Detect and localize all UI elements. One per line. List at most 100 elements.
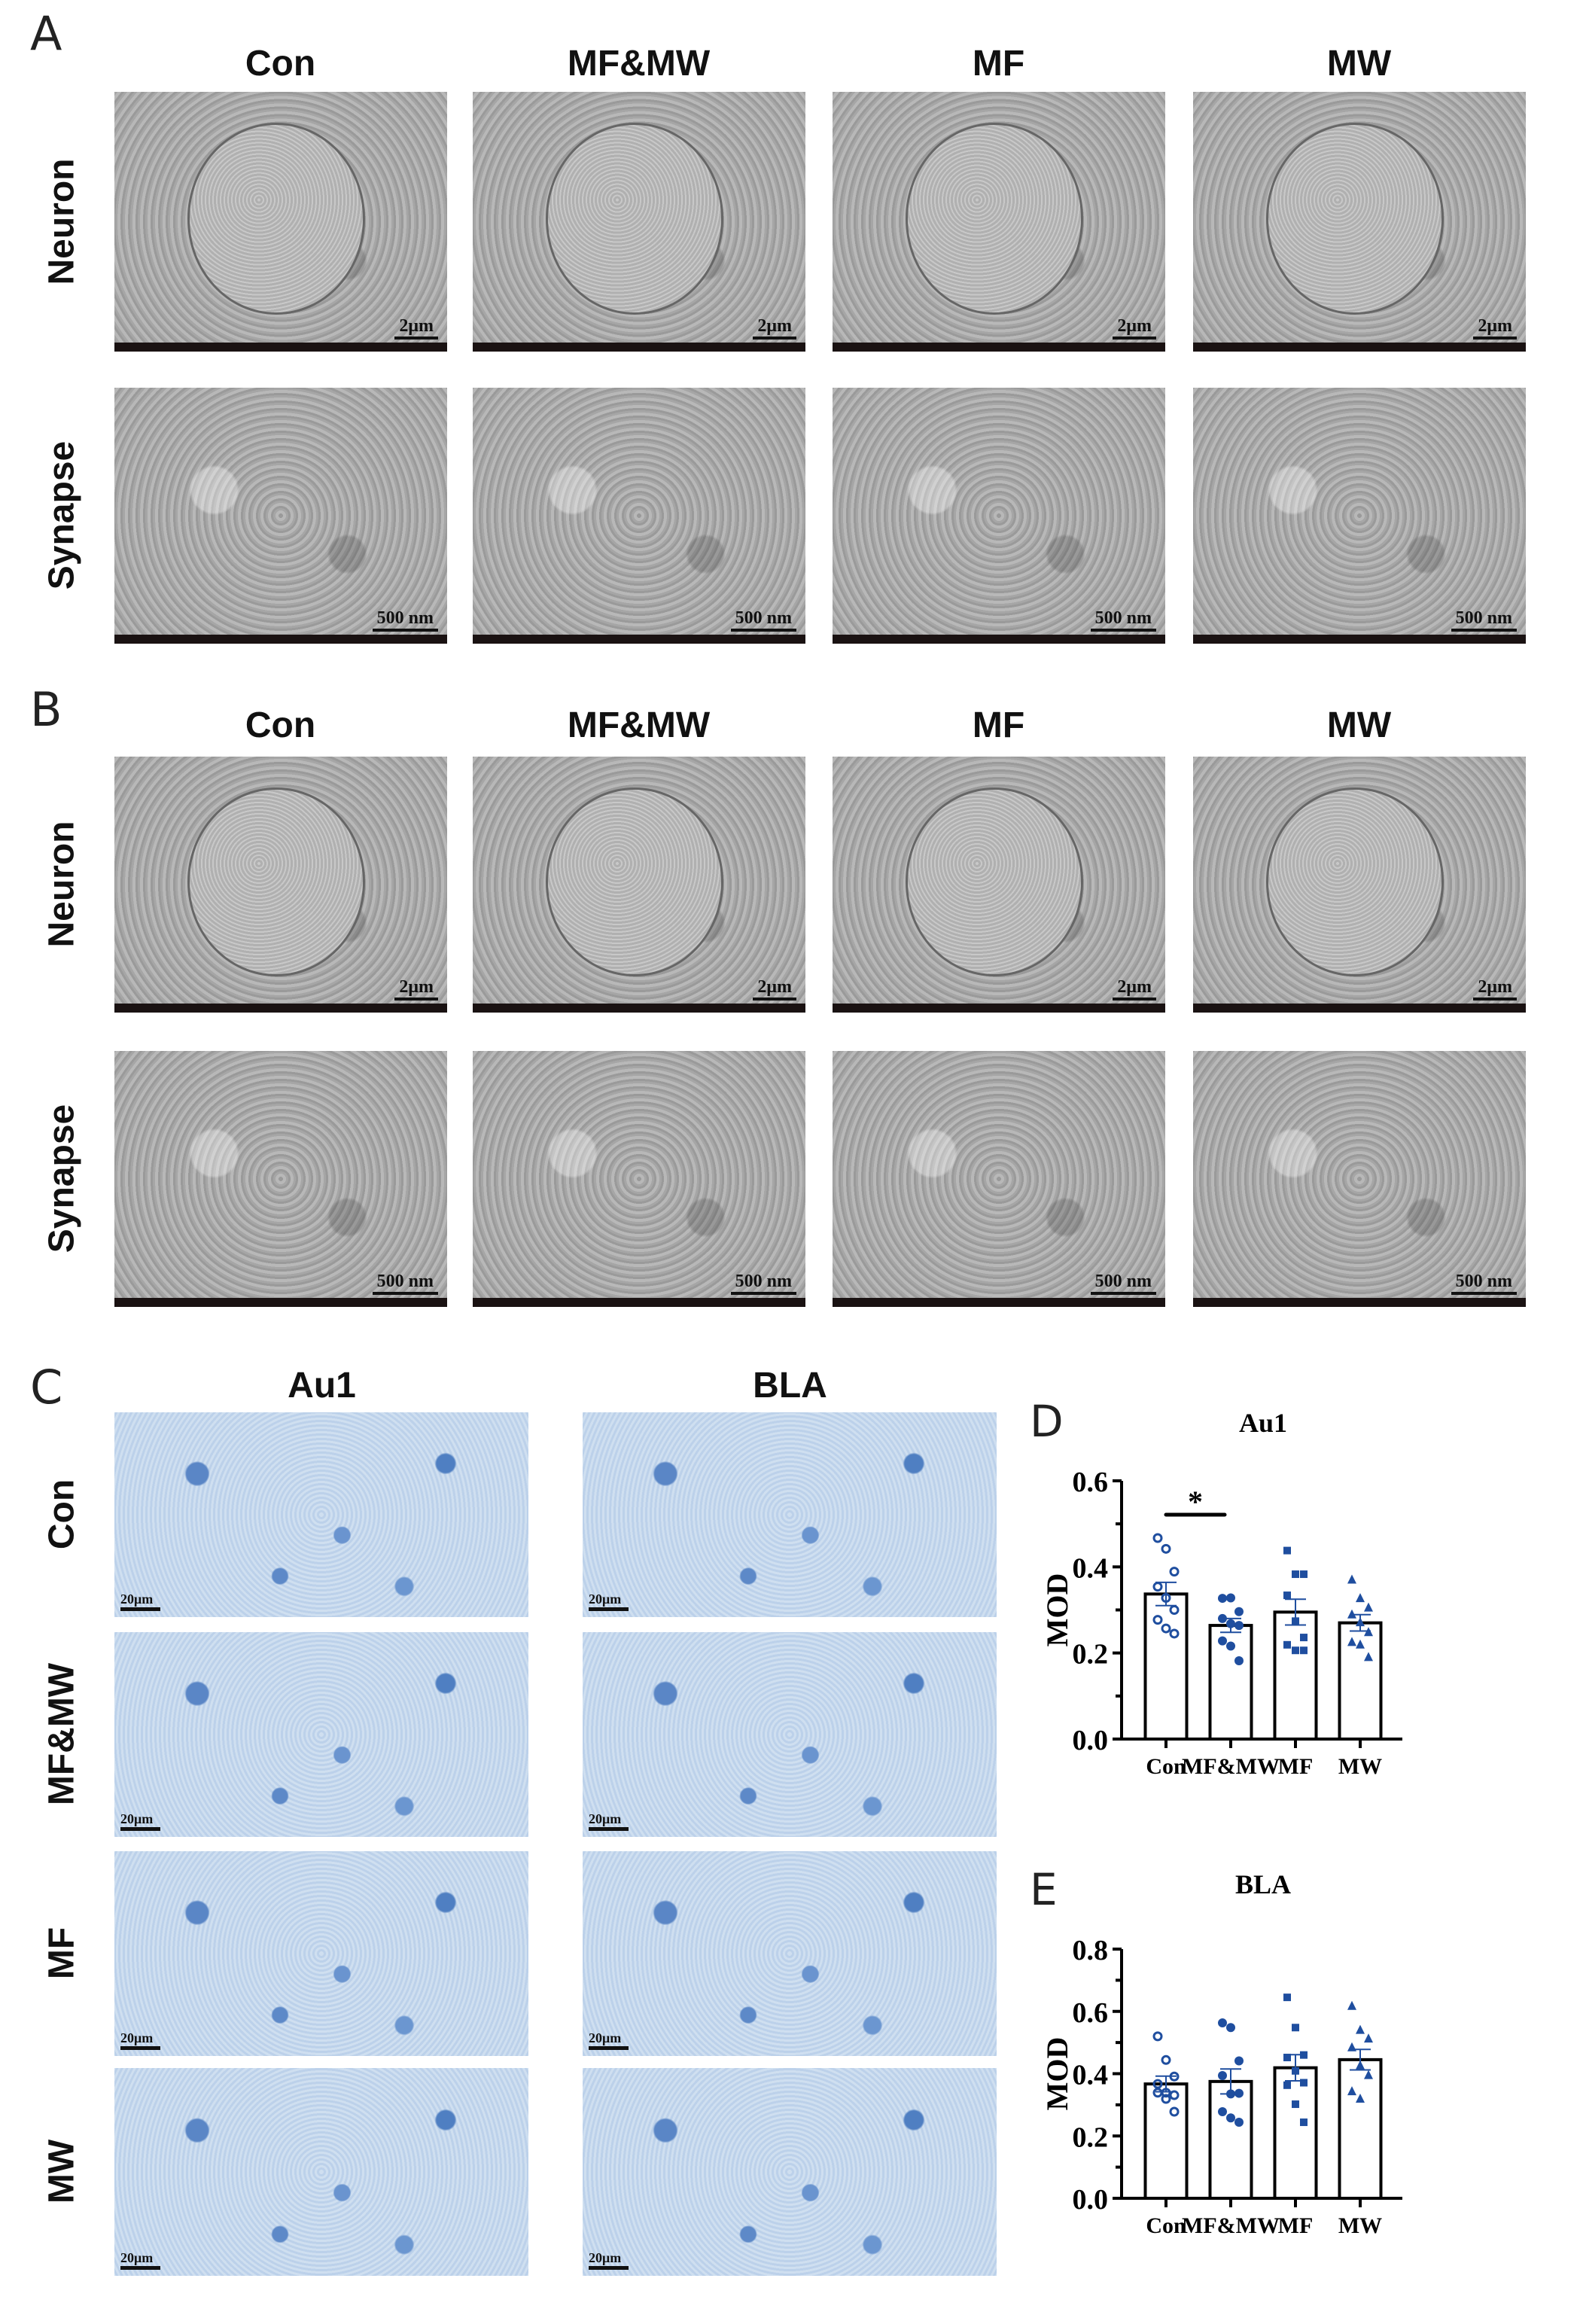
- tem-micrograph: 2μm: [114, 757, 447, 1013]
- x-tick-label: Con: [1146, 1754, 1186, 1779]
- data-point: [1347, 2086, 1356, 2096]
- bar: [1143, 1592, 1189, 1741]
- data-point: [1292, 1646, 1299, 1655]
- y-axis-label: MOD: [1040, 2037, 1074, 2111]
- data-point: [1283, 1640, 1291, 1649]
- data-point: [1152, 2079, 1163, 2089]
- panel-label: C: [30, 1360, 63, 1415]
- data-point: [1152, 1582, 1163, 1592]
- data-point: [1161, 1623, 1171, 1634]
- data-point: [1283, 1591, 1291, 1600]
- data-point: [1300, 2079, 1308, 2087]
- tem-micrograph: 2μm: [473, 92, 805, 352]
- scale-bar: 2μm: [1473, 977, 1517, 1001]
- nissl-micrograph: 20μm: [114, 2068, 528, 2276]
- row-header: MF&MW: [41, 1662, 82, 1806]
- row-header: Neuron: [41, 821, 82, 948]
- image-info-strip: [114, 635, 447, 644]
- data-point: [1300, 2118, 1308, 2127]
- x-tick-label: MF&MW: [1182, 2213, 1280, 2238]
- scale-bar: 500 nm: [1451, 1272, 1517, 1295]
- y-tick-label: 0.6: [1073, 1467, 1109, 1498]
- significance-label: *: [1188, 1485, 1203, 1518]
- scale-bar: 2μm: [753, 977, 796, 1001]
- column-header: MF&MW: [567, 705, 711, 745]
- scale-bar: 20μm: [120, 2250, 161, 2270]
- image-info-strip: [473, 1004, 805, 1013]
- bar: [1273, 1610, 1318, 1741]
- image-info-strip: [473, 343, 805, 352]
- scale-bar: 500 nm: [1090, 1272, 1156, 1295]
- scale-bar: 20μm: [120, 1591, 161, 1611]
- data-point: [1347, 1637, 1356, 1646]
- row-header: Neuron: [41, 158, 82, 285]
- data-point: [1218, 2106, 1227, 2116]
- tem-micrograph: 500 nm: [833, 1051, 1165, 1307]
- bar: [1338, 2057, 1383, 2200]
- column-header: MF: [972, 705, 1025, 745]
- data-point: [1226, 2023, 1235, 2033]
- y-axis-label: MOD: [1040, 1573, 1074, 1647]
- y-tick-label: 0.6: [1073, 1997, 1109, 2029]
- data-point: [1283, 2053, 1291, 2061]
- tem-micrograph: 2μm: [1193, 92, 1526, 352]
- data-point: [1218, 1636, 1227, 1646]
- x-tick-label: MF: [1278, 2213, 1314, 2238]
- tem-micrograph: 500 nm: [473, 388, 805, 644]
- x-tick-label: Con: [1146, 2213, 1186, 2238]
- panel-label: E: [1030, 1864, 1058, 1915]
- column-header: Con: [245, 44, 316, 84]
- scale-bar: 20μm: [589, 2030, 629, 2050]
- data-point: [1169, 1628, 1180, 1639]
- bar: [1143, 2082, 1189, 2200]
- image-info-strip: [1193, 635, 1526, 644]
- nissl-micrograph: 20μm: [583, 1851, 997, 2056]
- data-point: [1234, 2056, 1244, 2066]
- data-point: [1152, 2088, 1163, 2098]
- data-point: [1234, 1655, 1244, 1665]
- tem-micrograph: 2μm: [1193, 757, 1526, 1013]
- scale-bar: 2μm: [394, 316, 438, 340]
- nissl-micrograph: 20μm: [114, 1632, 528, 1837]
- image-info-strip: [114, 1298, 447, 1307]
- scale-bar: 2μm: [394, 977, 438, 1001]
- scale-bar: 500 nm: [1451, 608, 1517, 632]
- data-point: [1161, 2054, 1171, 2065]
- y-tick-label: 0.8: [1073, 1935, 1109, 1966]
- scale-bar: 2μm: [1113, 316, 1156, 340]
- data-point: [1234, 1621, 1244, 1631]
- scale-bar: 20μm: [589, 1591, 629, 1611]
- tem-micrograph: 500 nm: [833, 388, 1165, 644]
- scale-bar: 20μm: [589, 1811, 629, 1831]
- data-point: [1364, 1602, 1373, 1612]
- nissl-micrograph: 20μm: [583, 1412, 997, 1617]
- image-info-strip: [833, 343, 1165, 352]
- tem-micrograph: 2μm: [473, 757, 805, 1013]
- image-info-strip: [833, 1004, 1165, 1013]
- data-point: [1364, 2033, 1373, 2043]
- x-tick-label: MF&MW: [1182, 1754, 1280, 1779]
- data-point: [1356, 2024, 1365, 2034]
- data-point: [1292, 2100, 1299, 2109]
- data-point: [1356, 1639, 1365, 1649]
- chart-title: BLA: [1235, 1869, 1291, 1899]
- image-info-strip: [114, 343, 447, 352]
- data-point: [1300, 1570, 1308, 1579]
- scale-bar: 2μm: [753, 316, 796, 340]
- scale-bar: 500 nm: [730, 608, 796, 632]
- tem-micrograph: 500 nm: [114, 1051, 447, 1307]
- data-point: [1356, 2094, 1365, 2103]
- scale-bar: 500 nm: [730, 1272, 796, 1295]
- data-point: [1292, 1570, 1299, 1579]
- nissl-micrograph: 20μm: [583, 2068, 997, 2276]
- nissl-micrograph: 20μm: [114, 1851, 528, 2056]
- panel-label: D: [1030, 1396, 1064, 1447]
- data-point: [1300, 1634, 1308, 1642]
- column-header: Au1: [288, 1366, 356, 1406]
- panel-label: A: [30, 6, 62, 61]
- data-point: [1364, 2070, 1373, 2079]
- row-header: Con: [41, 1479, 82, 1550]
- image-info-strip: [114, 1004, 447, 1013]
- column-header: Con: [245, 705, 316, 745]
